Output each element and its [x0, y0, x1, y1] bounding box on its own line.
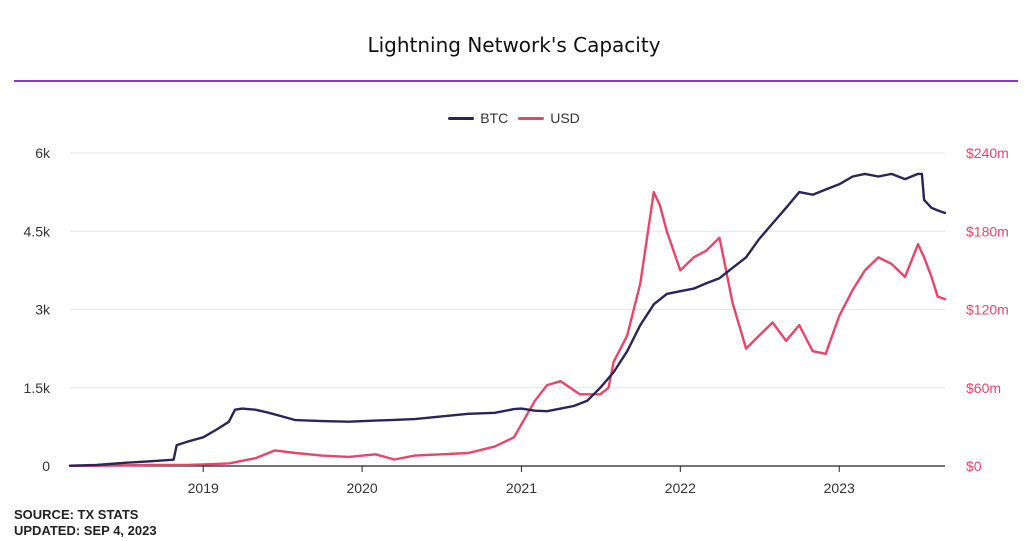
y-left-tick-label: 1.5k [24, 380, 51, 396]
y-right-tick-label: $120m [966, 302, 1009, 318]
y-left-tick-label: 0 [42, 458, 50, 474]
y-right-tick-label: $60m [966, 380, 1001, 396]
y-left-tick-label: 4.5k [24, 223, 51, 239]
legend: BTC USD [0, 110, 1028, 126]
footer: SOURCE: TX STATS UPDATED: SEP 4, 2023 [14, 507, 157, 539]
updated-note: UPDATED: SEP 4, 2023 [14, 523, 157, 538]
legend-swatch-usd [518, 116, 545, 120]
y-right-tick-label: $180m [966, 223, 1009, 239]
legend-label-btc: BTC [480, 110, 509, 126]
x-tick-label: 2022 [665, 480, 696, 496]
y-left-tick-label: 6k [35, 145, 51, 161]
chart-title: Lightning Network's Capacity [367, 33, 661, 57]
x-tick-label: 2021 [506, 480, 537, 496]
series-line-usd [68, 190, 947, 468]
legend-swatch-btc [448, 116, 475, 120]
x-tick-label: 2019 [188, 480, 219, 496]
y-right-tick-label: $0 [966, 458, 982, 474]
source-note: SOURCE: TX STATS [14, 507, 139, 522]
legend-item-usd[interactable]: USD [518, 110, 580, 126]
legend-item-btc[interactable]: BTC [448, 110, 508, 126]
y-right-tick-label: $240m [966, 145, 1009, 161]
series-line-btc [68, 172, 947, 467]
y-left-tick-label: 3k [35, 302, 51, 318]
legend-label-usd: USD [550, 110, 580, 126]
title-divider [14, 80, 1018, 82]
x-tick-label: 2020 [347, 480, 378, 496]
x-tick-label: 2023 [824, 480, 855, 496]
